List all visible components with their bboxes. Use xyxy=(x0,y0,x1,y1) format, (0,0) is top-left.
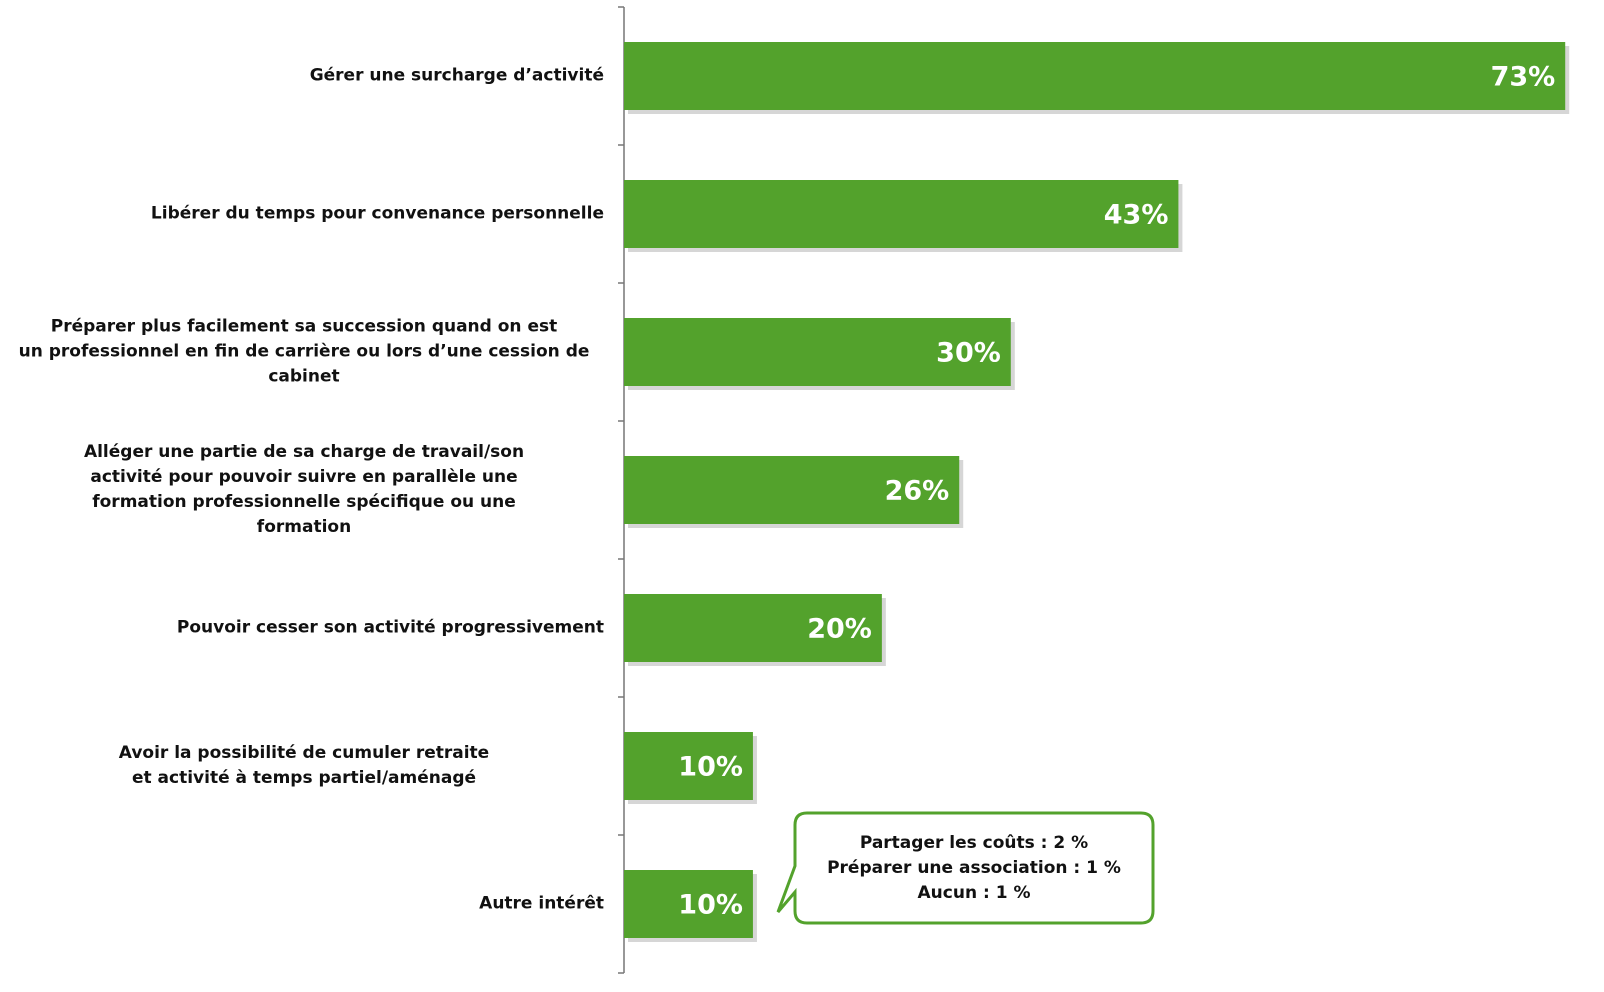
bar xyxy=(624,180,1179,248)
category-label: Alléger une partie de sa charge de trava… xyxy=(83,442,525,537)
callout-box xyxy=(776,811,1155,925)
value-label: 10% xyxy=(678,752,743,783)
value-label: 43% xyxy=(1104,200,1169,231)
value-label: 30% xyxy=(936,338,1001,369)
category-label: Libérer du temps pour convenance personn… xyxy=(150,203,604,224)
bar xyxy=(624,594,882,662)
value-label: 10% xyxy=(678,890,743,921)
bar xyxy=(624,732,753,800)
bar xyxy=(624,318,1011,386)
category-label: Avoir la possibilité de cumuler retraite… xyxy=(118,743,490,788)
bar xyxy=(624,870,753,938)
value-label: 20% xyxy=(807,614,872,645)
callout-text: Partager les coûts : 2 % Préparer une as… xyxy=(827,832,1121,903)
value-label: 73% xyxy=(1491,62,1556,93)
bar xyxy=(624,42,1566,110)
category-label: Gérer une surcharge d’activité xyxy=(309,65,604,86)
category-label: Préparer plus facilement sa succession q… xyxy=(18,316,590,387)
value-label: 26% xyxy=(885,476,950,507)
bar xyxy=(624,456,960,524)
category-label: Autre intérêt xyxy=(479,893,604,914)
category-label: Pouvoir cesser son activité progressivem… xyxy=(176,617,604,638)
